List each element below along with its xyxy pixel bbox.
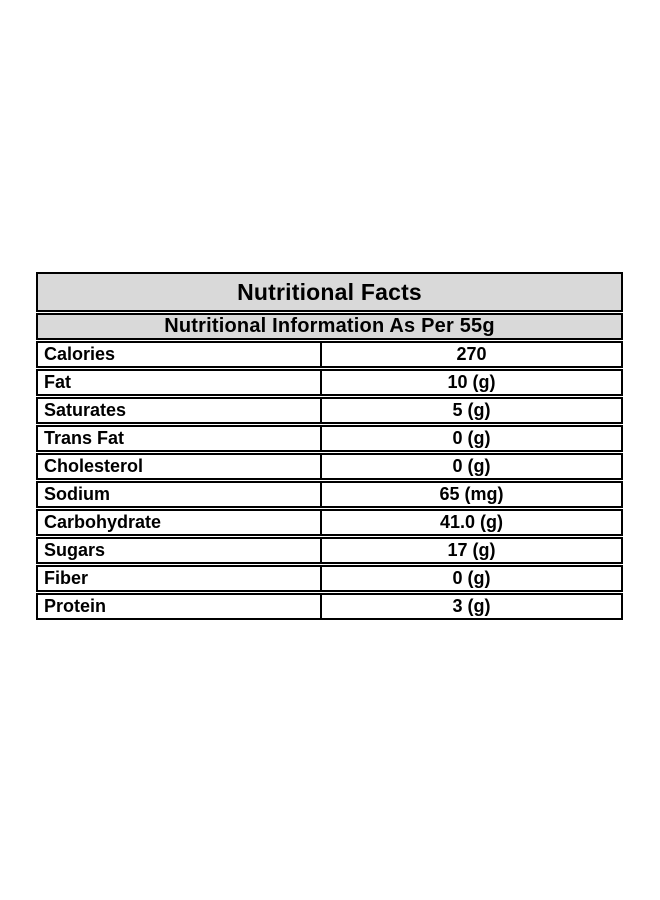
table-row: Carbohydrate 41.0 (g) xyxy=(36,509,623,536)
table-row: Trans Fat 0 (g) xyxy=(36,425,623,452)
row-label: Fiber xyxy=(36,565,322,592)
row-label: Fat xyxy=(36,369,322,396)
nutrition-table: Nutritional Facts Nutritional Informatio… xyxy=(36,271,623,621)
row-value: 270 xyxy=(322,341,623,368)
row-value: 0 (g) xyxy=(322,425,623,452)
table-row: Calories 270 xyxy=(36,341,623,368)
row-value: 10 (g) xyxy=(322,369,623,396)
table-row: Fat 10 (g) xyxy=(36,369,623,396)
table-subtitle: Nutritional Information As Per 55g xyxy=(36,313,623,340)
table-row: Sugars 17 (g) xyxy=(36,537,623,564)
row-label: Protein xyxy=(36,593,322,620)
table-row: Saturates 5 (g) xyxy=(36,397,623,424)
row-value: 41.0 (g) xyxy=(322,509,623,536)
table-row: Fiber 0 (g) xyxy=(36,565,623,592)
row-label: Sugars xyxy=(36,537,322,564)
row-label: Calories xyxy=(36,341,322,368)
row-value: 17 (g) xyxy=(322,537,623,564)
row-value: 3 (g) xyxy=(322,593,623,620)
table-subtitle-row: Nutritional Information As Per 55g xyxy=(36,313,623,340)
table-row: Protein 3 (g) xyxy=(36,593,623,620)
table-row: Cholesterol 0 (g) xyxy=(36,453,623,480)
row-label: Carbohydrate xyxy=(36,509,322,536)
row-label: Sodium xyxy=(36,481,322,508)
row-value: 0 (g) xyxy=(322,565,623,592)
row-label: Saturates xyxy=(36,397,322,424)
table-title: Nutritional Facts xyxy=(36,272,623,312)
nutrition-label: Nutritional Facts Nutritional Informatio… xyxy=(36,271,623,621)
row-label: Cholesterol xyxy=(36,453,322,480)
row-value: 0 (g) xyxy=(322,453,623,480)
row-label: Trans Fat xyxy=(36,425,322,452)
table-title-row: Nutritional Facts xyxy=(36,272,623,312)
table-row: Sodium 65 (mg) xyxy=(36,481,623,508)
row-value: 5 (g) xyxy=(322,397,623,424)
row-value: 65 (mg) xyxy=(322,481,623,508)
